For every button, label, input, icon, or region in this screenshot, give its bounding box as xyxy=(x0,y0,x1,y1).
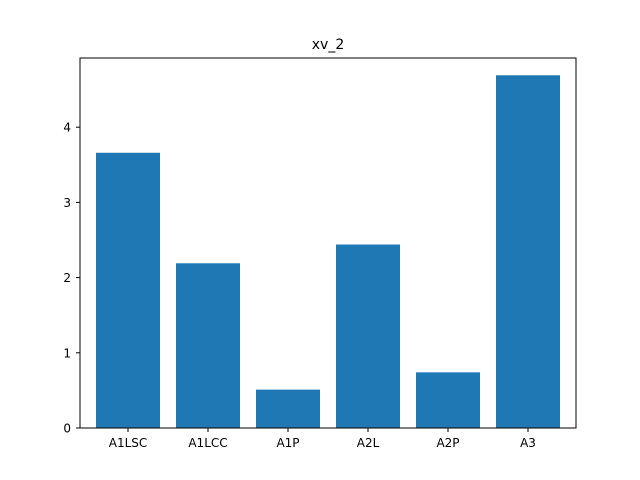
bar-a2p xyxy=(416,372,480,428)
x-tick-label: A1LCC xyxy=(188,436,227,450)
bar-a1p xyxy=(256,389,320,428)
y-tick-label: 1 xyxy=(63,346,71,360)
plot-frame xyxy=(79,57,577,429)
y-axis: 0 1 2 3 4 xyxy=(63,121,80,436)
x-tick-label: A1P xyxy=(276,436,299,450)
x-tick-label: A1LSC xyxy=(109,436,148,450)
x-tick-label: A2P xyxy=(436,436,459,450)
y-tick-label: 3 xyxy=(63,196,71,210)
bar-a1lcc xyxy=(176,263,240,428)
chart-title: xv_2 xyxy=(312,37,344,53)
y-tick-label: 2 xyxy=(63,271,71,285)
bar-a3 xyxy=(496,75,560,429)
bar-a1lsc xyxy=(96,152,160,428)
x-tick-label: A3 xyxy=(520,436,536,450)
x-axis: A1LSC A1LCC A1P A2L A2P A3 xyxy=(109,428,536,450)
y-tick-label: 0 xyxy=(63,422,71,436)
bars-group xyxy=(96,75,560,429)
x-tick-label: A2L xyxy=(357,436,380,450)
y-tick-label: 4 xyxy=(63,121,71,135)
bar-a2l xyxy=(336,244,400,428)
